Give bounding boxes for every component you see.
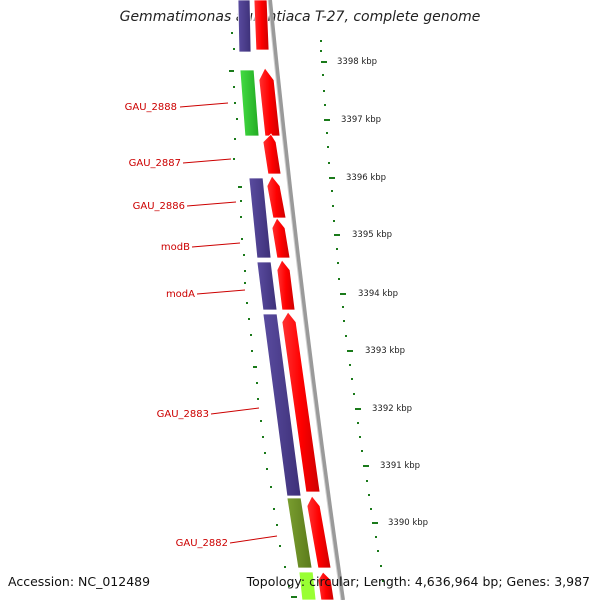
cog-block: [286, 497, 313, 569]
gene-label: GAU_2888: [125, 102, 177, 113]
gene-label: modB: [161, 242, 190, 253]
gene-label: GAU_2887: [129, 158, 181, 169]
gene-leader-lines: [179, 102, 278, 544]
gene-arrow: [258, 67, 281, 137]
gene-arrow: [271, 217, 291, 259]
gene-label: GAU_2886: [133, 201, 185, 212]
gene-arrow: [262, 133, 282, 175]
gene-arrow: [281, 311, 321, 493]
cog-block: [298, 571, 317, 600]
cog-block: [256, 261, 278, 311]
scale-label: 3396 kbp: [346, 173, 386, 183]
backbone-line: [268, 0, 345, 600]
gene-label: GAU_2882: [176, 538, 228, 549]
scale-label: 3398 kbp: [337, 57, 377, 67]
gene-label: GAU_2883: [157, 409, 209, 420]
scale-label: 3397 kbp: [341, 115, 381, 125]
scale-label: 3393 kbp: [365, 346, 405, 356]
scale-label: 3390 kbp: [388, 518, 428, 528]
gene-labels: GAU_2888 GAU_2887 GAU_2886 modB modA GAU…: [125, 102, 228, 549]
gene-label: modA: [166, 289, 195, 300]
cog-block: [239, 69, 260, 137]
outer-dotted-track: [320, 40, 384, 582]
inner-dotted-track: [229, 32, 297, 598]
genome-summary-text: Topology: circular; Length: 4,636,964 bp…: [246, 574, 590, 589]
cog-track: [237, 0, 317, 600]
scale-label: 3392 kbp: [372, 404, 412, 414]
map-title: Gemmatimonas aurantiaca T-27, complete g…: [119, 9, 481, 25]
gene-arrow: [253, 0, 270, 51]
cog-block: [237, 0, 252, 53]
scale-label: 3394 kbp: [358, 289, 398, 299]
gene-arrow: [276, 259, 296, 311]
forward-gene-track: [253, 0, 335, 600]
cog-block: [248, 177, 272, 259]
cog-block: [262, 313, 302, 497]
gene-arrow: [306, 495, 332, 569]
scale-label: 3395 kbp: [352, 230, 392, 240]
scale-labels: 3398 kbp 3397 kbp 3396 kbp 3395 kbp 3394…: [337, 57, 428, 528]
gene-arrow: [266, 175, 287, 219]
scale-label: 3391 kbp: [380, 461, 420, 471]
accession-text: Accession: NC_012489: [8, 574, 151, 589]
gene-arrow: [317, 571, 335, 600]
